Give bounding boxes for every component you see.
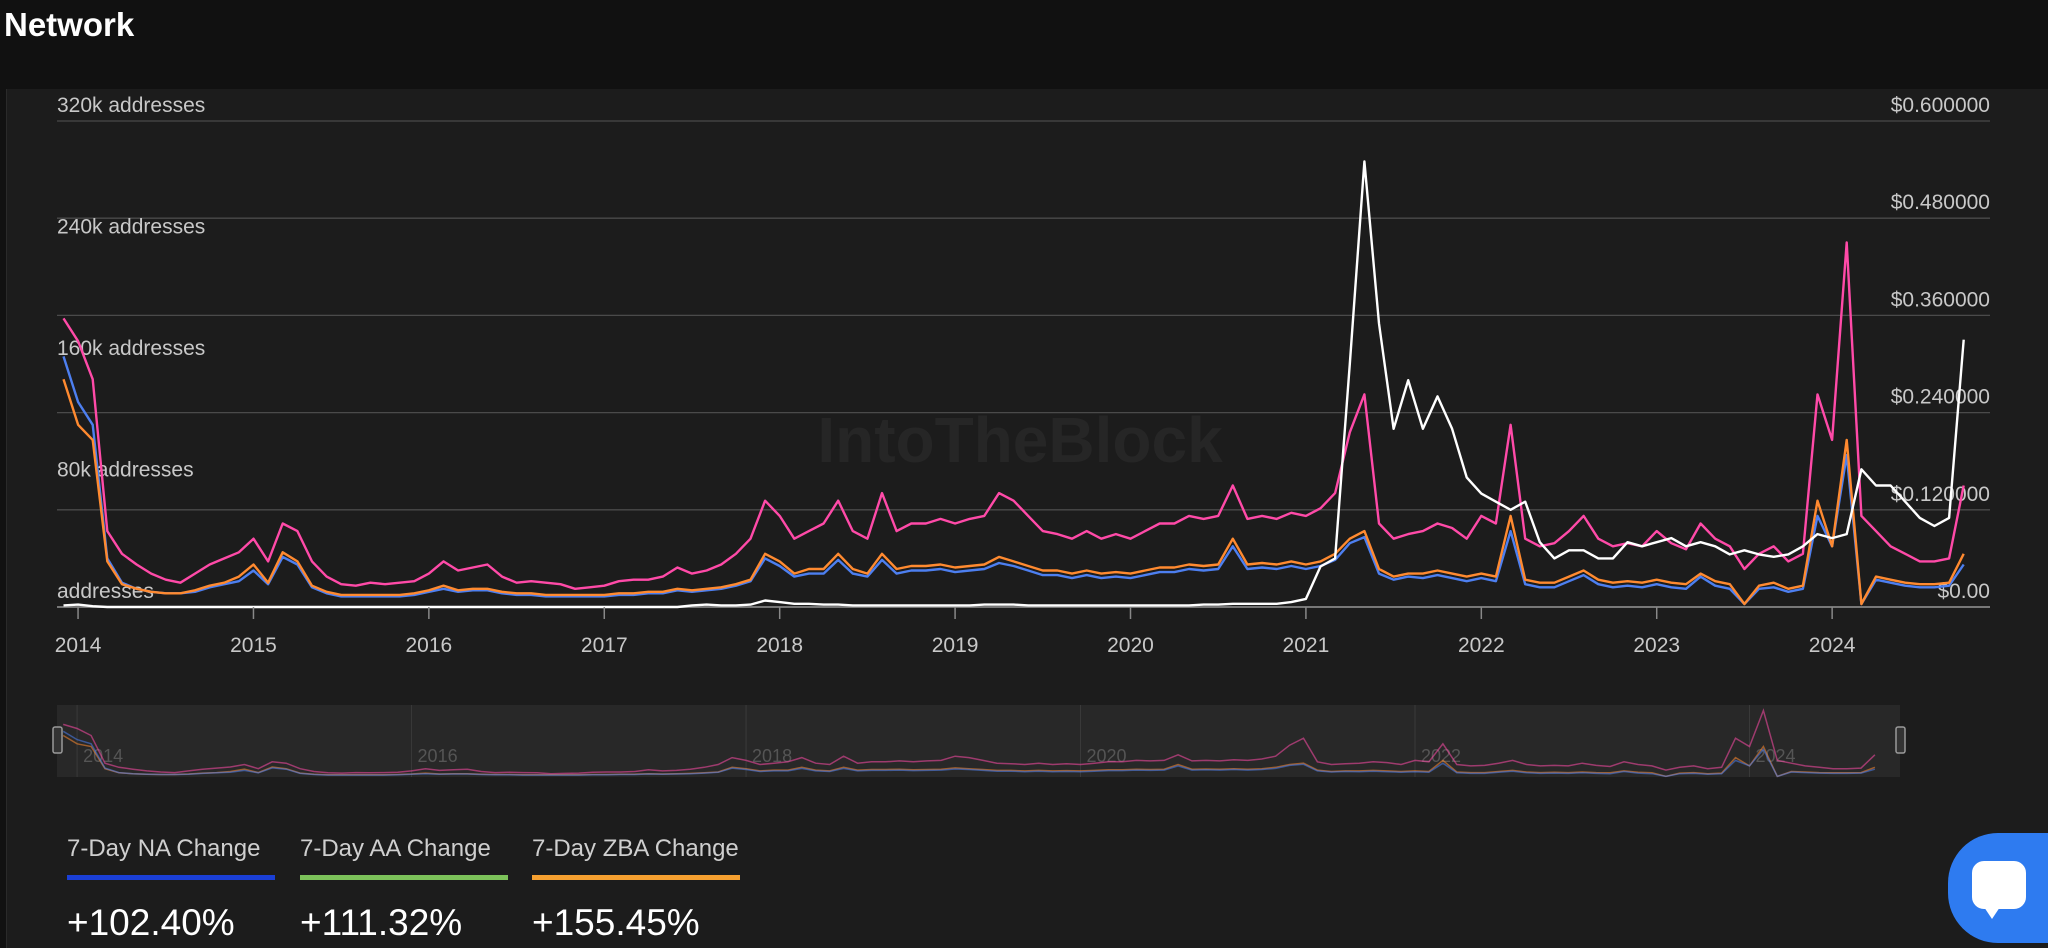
legend-value: +111.32%	[300, 902, 463, 943]
navigator-year-label: 2022	[1421, 746, 1461, 766]
right-axis-tick-label: $0.00	[1937, 580, 1990, 603]
legend-label: 7-Day ZBA Change	[532, 835, 739, 862]
left-axis-tick-label: 240k addresses	[57, 216, 205, 239]
series-line-new-addresses	[62, 356, 1965, 606]
legend-na-change[interactable]: 7-Day NA Change +102.40%	[67, 835, 275, 944]
network-chart: IntoTheBlock $0.00 $0.120000 $0.240000 $0.3…	[52, 94, 1990, 778]
x-axis-tick-label: 2015	[230, 634, 277, 657]
x-axis-tick-label: 2014	[55, 634, 102, 657]
right-axis-tick-label: $0.600000	[1891, 94, 1990, 117]
navigator-background	[57, 705, 1900, 777]
navigator-right-handle[interactable]	[1895, 726, 1906, 754]
series-line-price	[63, 160, 1965, 609]
navigator-year-label: 2014	[83, 746, 123, 766]
x-axis-tick-label: 2017	[581, 634, 628, 657]
legend-value: +155.45%	[532, 902, 700, 943]
left-axis-tick-label: 160k addresses	[57, 337, 205, 360]
x-axis-tick-label: 2021	[1283, 634, 1330, 657]
navigator-left-handle[interactable]	[52, 726, 63, 754]
left-axis-tick-label: 320k addresses	[57, 94, 205, 117]
right-axis-tick-label: $0.360000	[1891, 288, 1990, 311]
navigator-series-line	[62, 730, 1876, 778]
x-axis-tick-label: 2020	[1107, 634, 1154, 657]
navigator-year-label: 2018	[752, 746, 792, 766]
x-axis-tick-label: 2019	[932, 634, 979, 657]
series-line-zero-balance-addresses	[62, 378, 1965, 606]
chat-support-button[interactable]	[1948, 833, 2048, 943]
right-axis-tick-label: $0.480000	[1891, 191, 1990, 214]
left-axis-tick-label: 80k addresses	[57, 459, 194, 482]
x-axis-tick-label: 2023	[1633, 634, 1680, 657]
page-title: Network	[4, 6, 135, 43]
legend-color-bar	[300, 875, 508, 880]
range-navigator[interactable]: 2014 2016 2018 2020 2022 2024	[52, 705, 1906, 778]
legend-label: 7-Day AA Change	[300, 835, 491, 862]
watermark: IntoTheBlock	[817, 404, 1223, 476]
legend-label: 7-Day NA Change	[67, 835, 261, 862]
x-axis-tick-label: 2024	[1809, 634, 1856, 657]
x-axis-tick-label: 2016	[406, 634, 453, 657]
x-axis-tick-label: 2022	[1458, 634, 1505, 657]
legend-zba-change[interactable]: 7-Day ZBA Change +155.45%	[532, 835, 740, 944]
x-axis-tick-label: 2018	[756, 634, 803, 657]
chat-bubble-icon	[1972, 861, 2026, 919]
navigator-year-label: 2020	[1087, 746, 1127, 766]
right-axis-tick-label: $0.240000	[1891, 386, 1990, 409]
legend-value: +102.40%	[67, 902, 235, 943]
navigator-series-line	[62, 708, 1876, 775]
chart-panel	[6, 89, 2048, 948]
navigator-year-label: 2016	[418, 746, 458, 766]
right-axis-tick-label: $0.120000	[1891, 483, 1990, 506]
legend-aa-change[interactable]: 7-Day AA Change +111.32%	[300, 835, 508, 944]
series-line-active-addresses	[62, 241, 1965, 590]
legend-color-bar	[532, 875, 740, 880]
left-axis-tick-label: addresses	[57, 580, 154, 603]
legend-color-bar	[67, 875, 275, 880]
